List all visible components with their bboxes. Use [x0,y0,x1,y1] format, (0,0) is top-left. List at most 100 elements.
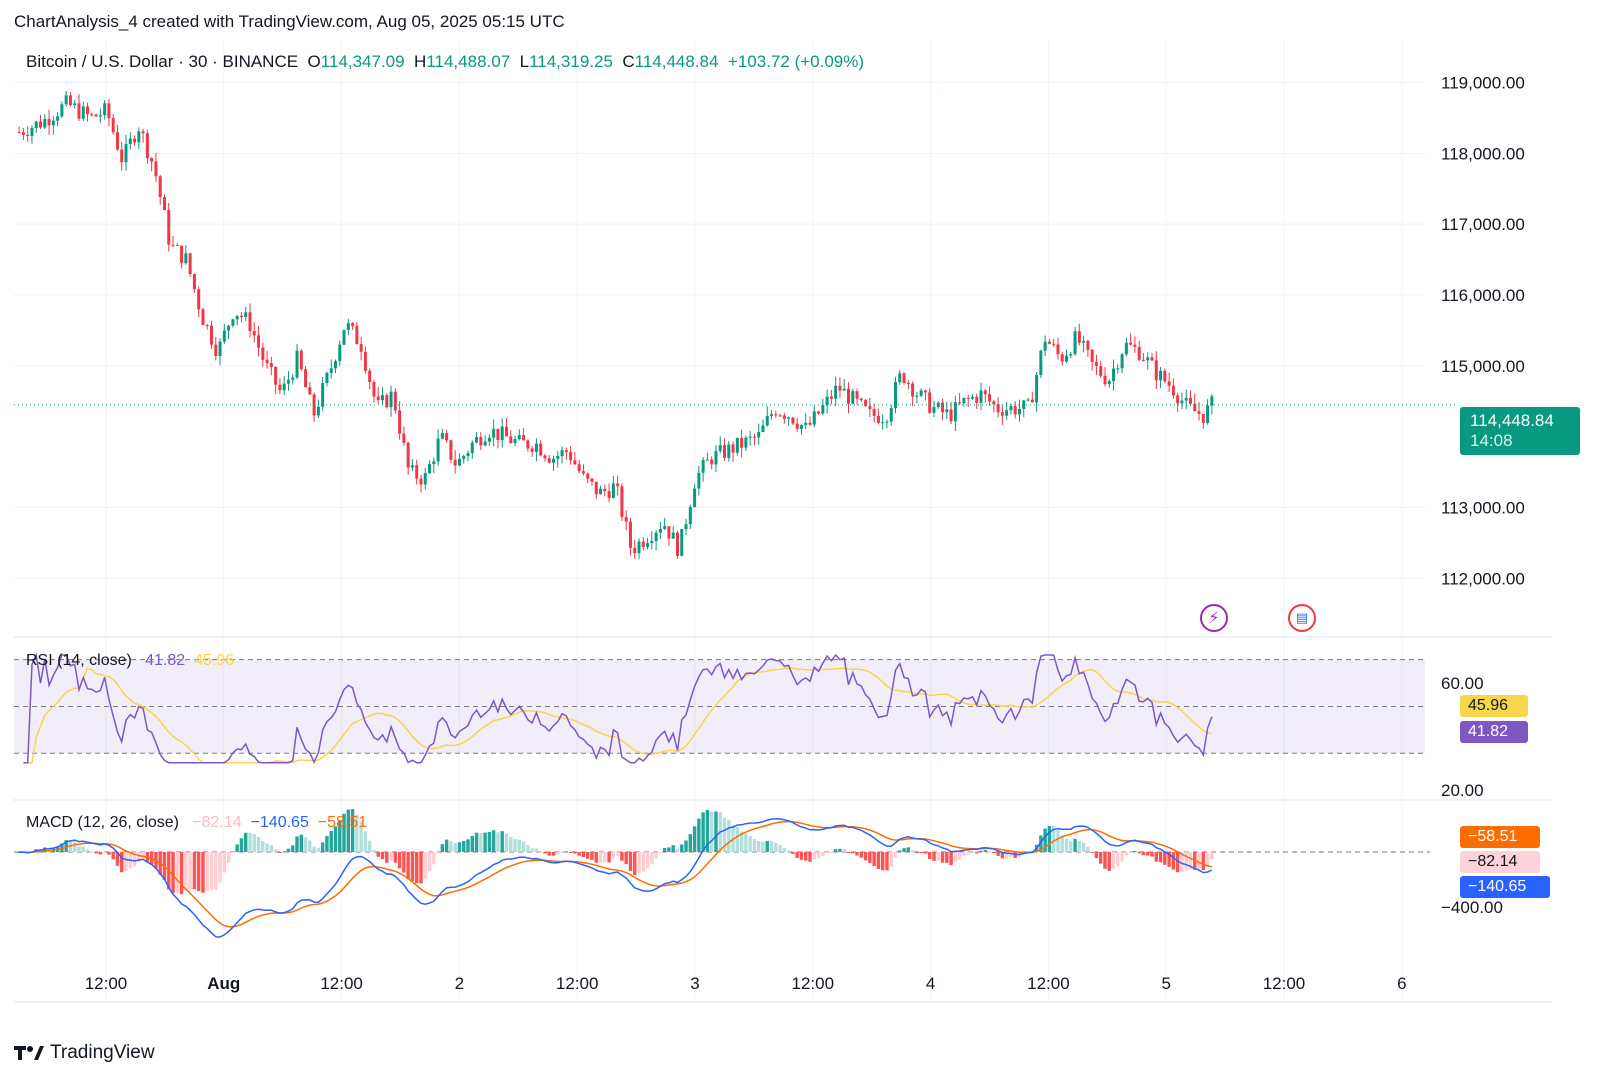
candle-body [432,461,436,465]
candle-body [244,312,248,318]
macd-histogram-bar [406,852,410,880]
tradingview-logo[interactable]: TradingView [14,1042,155,1064]
price-tick-label: 112,000.00 [1441,569,1525,588]
macd-histogram-bar [436,852,440,854]
macd-histogram-bar [547,852,551,856]
macd-histogram-bar [1120,852,1124,862]
macd-histogram-bar [521,841,526,852]
macd-histogram-bar [385,852,389,863]
rsi-label: RSI (14, close) [26,652,132,669]
macd-histogram-bar [607,852,611,863]
candle-body [363,351,367,371]
rsi-legend[interactable]: RSI (14, close) 41.82 45.96 [26,652,234,670]
macd-histogram-bar [975,852,979,854]
macd-histogram-bar [774,842,778,852]
candle-body [808,422,812,425]
macd-histogram-bar [124,852,128,872]
time-tick-label: 12:00 [320,974,363,993]
macd-histogram-bar [987,851,992,853]
macd-histogram-bar [132,852,137,867]
macd-histogram-bar [269,845,274,852]
candle-body [697,472,701,489]
candle-body [154,161,158,177]
candle-body [342,329,346,345]
macd-histogram-bar [111,852,115,860]
candle-body [210,325,214,345]
candle-body [115,132,119,150]
candle-body [859,398,863,401]
candle-body [975,396,979,403]
candle-body [222,330,226,342]
time-tick-label: 4 [926,974,935,993]
macd-histogram-bar [1090,852,1094,853]
candle-body [979,390,983,403]
macd-line-value: −140.65 [250,814,309,831]
macd-histogram-bar [367,840,372,852]
lightning-event-icon[interactable]: ⚡ [1200,604,1228,632]
candle-body [941,402,945,413]
candle-body [988,394,992,402]
macd-histogram-bar [846,852,851,854]
macd-histogram-bar [1137,852,1141,854]
macd-histogram-bar [1111,852,1116,869]
macd-label: MACD (12, 26, close) [26,814,179,831]
low-value: 114,319.25 [529,52,613,71]
macd-histogram-bar [1205,852,1210,866]
candle-body [1035,374,1039,403]
macd-histogram-bar [141,852,145,859]
macd-histogram-bar [757,840,761,852]
candle-body [740,437,744,448]
candle-body [171,244,175,246]
macd-histogram-bar [303,837,308,852]
macd-histogram-bar [1184,852,1188,871]
candle-body [150,158,154,162]
candle-body [1009,406,1013,411]
candle-body [47,119,51,126]
candle-body [1013,406,1017,415]
time-tick-label: 12:00 [556,974,599,993]
candle-body [1069,354,1073,356]
candle-body [646,543,650,547]
candle-body [184,253,188,264]
us-flag-event-icon[interactable]: ▤ [1288,604,1316,632]
macd-legend[interactable]: MACD (12, 26, close) −82.14 −140.65 −58.… [26,814,367,832]
candle-body [868,406,872,409]
candle-body [650,540,654,544]
candle-body [821,405,825,414]
macd-histogram-bar [1154,852,1158,862]
macd-histogram-bar [791,852,795,855]
candle-body [175,244,179,246]
price-tick-label: 117,000.00 [1441,215,1525,234]
candle-body [560,450,564,457]
candle-body [351,323,355,326]
candle-body [723,445,727,458]
candle-body [385,395,389,408]
macd-histogram-bar [457,842,462,852]
price-tick-label: 116,000.00 [1441,286,1525,305]
symbol-name[interactable]: Bitcoin / U.S. Dollar · 30 · BINANCE [26,52,299,71]
macd-histogram-bar [350,809,355,852]
candle-body [641,541,645,547]
macd-histogram-bar [979,850,983,852]
candle-body [51,120,55,126]
macd-histogram-bar [898,850,902,852]
high-label: H [414,52,427,71]
macd-histogram-bar [778,845,782,852]
candle-body [675,532,679,556]
candle-body [1039,350,1043,375]
macd-histogram-bar [761,841,765,852]
candle-body [333,361,337,369]
macd-histogram-bar [889,852,893,867]
candle-body [530,448,534,452]
price-tick-label: 115,000.00 [1441,357,1525,376]
time-tick-label: 12:00 [1027,974,1070,993]
candle-body [419,478,423,485]
candle-body [748,436,752,438]
candle-body [34,121,38,129]
candle-body [162,196,166,211]
candle-body [145,133,149,159]
candle-body [124,143,128,163]
macd-histogram-bar [171,852,175,894]
macd-histogram-bar [1069,841,1073,852]
